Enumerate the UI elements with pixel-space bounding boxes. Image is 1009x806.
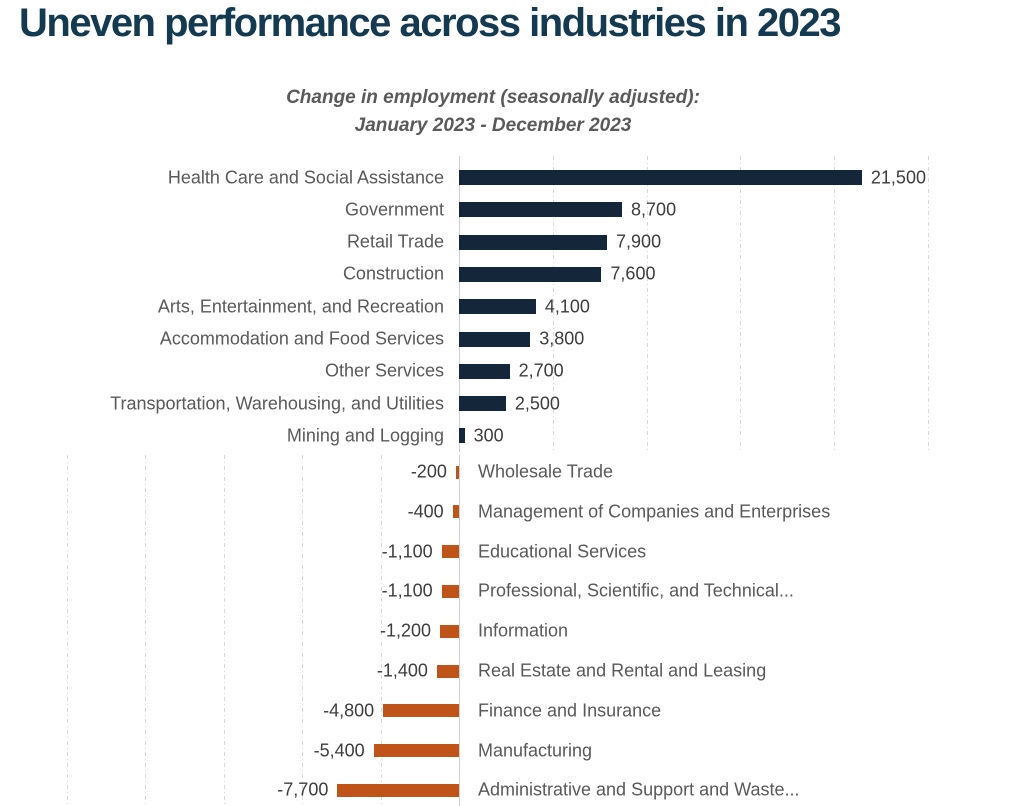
value-label: -7,700 — [277, 779, 329, 800]
chart-subtitle: Change in employment (seasonally adjuste… — [0, 84, 986, 140]
category-label: Information — [478, 620, 569, 641]
bar — [441, 584, 459, 598]
category-label: Arts, Entertainment, and Recreation — [157, 296, 444, 317]
category-label: Mining and Logging — [286, 425, 444, 446]
value-label: -1,100 — [381, 541, 433, 562]
bar — [440, 624, 459, 638]
value-label: 7,900 — [616, 231, 662, 252]
bar — [459, 202, 623, 218]
category-label: Wholesale Trade — [478, 461, 614, 482]
value-label: 3,800 — [539, 328, 585, 349]
value-label: 8,700 — [631, 199, 677, 220]
gridline — [928, 156, 929, 452]
bar — [441, 545, 459, 559]
category-label: Manufacturing — [478, 740, 593, 761]
category-label: Construction — [342, 263, 444, 284]
value-label: 2,700 — [518, 360, 564, 381]
gridline — [223, 455, 225, 806]
bar — [459, 234, 608, 250]
value-label: -5,400 — [313, 740, 365, 761]
gridline — [380, 455, 382, 806]
bar — [452, 505, 459, 519]
subtitle-line-1: Change in employment (seasonally adjuste… — [286, 87, 700, 108]
category-label: Educational Services — [478, 541, 647, 562]
bar — [459, 396, 506, 412]
value-label: -1,200 — [380, 620, 432, 641]
value-label: 300 — [473, 425, 504, 446]
gridline — [740, 156, 742, 452]
category-label: Accommodation and Food Services — [159, 328, 444, 349]
gridline — [646, 156, 648, 452]
page-title: Uneven performance across industries in … — [19, 1, 842, 45]
gridline — [834, 156, 836, 452]
axis-line — [459, 455, 460, 806]
category-label: Management of Companies and Enterprises — [478, 501, 831, 522]
subtitle-line-2: January 2023 - December 2023 — [354, 115, 632, 136]
bar — [459, 299, 536, 315]
value-label: 21,500 — [870, 167, 926, 187]
bar — [337, 783, 459, 797]
value-label: -200 — [410, 461, 447, 482]
category-label: Finance and Insurance — [478, 700, 662, 721]
value-label: 2,500 — [514, 393, 560, 414]
category-label: Health Care and Social Assistance — [167, 167, 444, 187]
bar — [436, 664, 459, 678]
gridline — [145, 455, 147, 806]
category-label: Transportation, Warehousing, and Utiliti… — [110, 393, 444, 414]
category-label: Government — [344, 199, 444, 220]
value-label: 7,600 — [610, 263, 656, 284]
value-label: -1,400 — [376, 660, 428, 681]
bar — [373, 744, 459, 758]
category-label: Other Services — [324, 360, 444, 381]
bar — [459, 428, 465, 444]
category-label: Real Estate and Rental and Leasing — [478, 660, 767, 681]
category-label: Retail Trade — [346, 231, 444, 252]
category-label: Professional, Scientific, and Technical.… — [478, 580, 794, 601]
bar — [455, 465, 459, 479]
bar — [459, 266, 602, 282]
bar — [459, 363, 510, 379]
value-label: 4,100 — [544, 296, 590, 317]
gridline — [67, 455, 68, 806]
category-label: Administrative and Support and Waste... — [478, 779, 800, 800]
gridline — [552, 156, 554, 452]
bar — [459, 331, 531, 347]
gridline — [302, 455, 304, 806]
bar — [383, 704, 459, 718]
value-label: -4,800 — [323, 700, 375, 721]
value-label: -400 — [407, 501, 444, 522]
bar — [459, 170, 862, 185]
value-label: -1,100 — [381, 580, 433, 601]
